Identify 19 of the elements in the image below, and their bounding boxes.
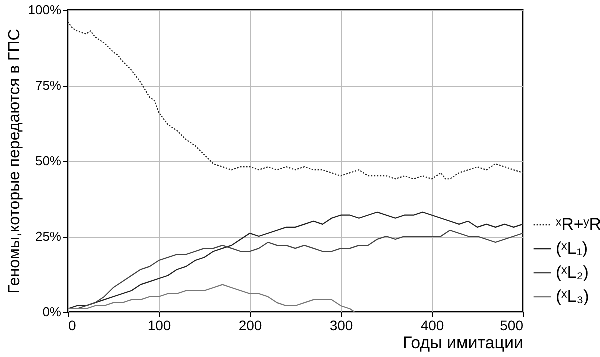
y-tick-label: 25% — [35, 229, 62, 244]
y-tick-label: 50% — [35, 154, 62, 168]
x-tick-label: 200 — [238, 318, 262, 334]
x-axis-title: Годы имитации — [403, 334, 524, 352]
line-series — [67, 22, 524, 180]
x-tick-label: 300 — [330, 318, 354, 334]
y-tick-label: 100% — [28, 2, 62, 18]
x-tick-label: 400 — [420, 318, 444, 334]
x-tick-label: 500 — [500, 318, 524, 334]
legend-label: (ˣL₁) — [556, 238, 588, 258]
y-tick-label: 75% — [35, 78, 62, 93]
y-axis-title: Геномы,которые передаются в ГПС — [6, 29, 24, 294]
legend-label: (ˣL₂) — [556, 262, 589, 282]
y-tick-label: 0% — [42, 304, 62, 320]
x-tick-label: 100 — [148, 318, 172, 334]
x-tick-label: 0 — [68, 318, 76, 334]
line-series — [67, 284, 356, 313]
legend-label: (ˣL₃) — [556, 286, 590, 306]
line-series — [67, 212, 524, 310]
